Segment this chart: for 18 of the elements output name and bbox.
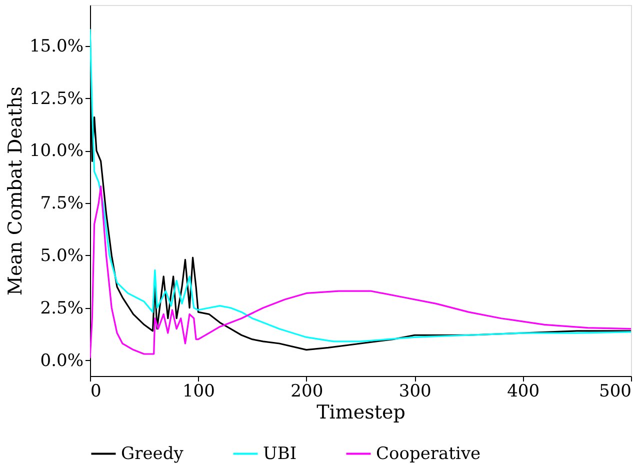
x-tick-label: 200 [290,382,324,402]
y-tick-label: 5.0% [40,246,84,266]
x-axis-title: Timestep [316,402,406,424]
x-tick-label: 500 [599,382,632,402]
y-tick-label: 2.5% [40,298,84,318]
x-tick-label: 100 [182,382,215,402]
y-axis-title: Mean Combat Deaths [4,86,26,296]
x-tick-label: 300 [398,382,432,402]
y-tick-label: 0.0% [40,350,84,371]
y-tick-label: 10.0% [29,141,84,162]
y-tick-label: 7.5% [40,194,84,214]
legend-label: UBI [263,444,297,464]
y-tick-label: 15.0% [29,36,84,56]
legend-label: Greedy [121,444,184,464]
x-tick-label: 0 [90,382,102,402]
x-tick-label: 400 [507,382,540,402]
legend-label: Cooperative [376,444,481,464]
y-tick-label: 12.5% [29,88,84,109]
